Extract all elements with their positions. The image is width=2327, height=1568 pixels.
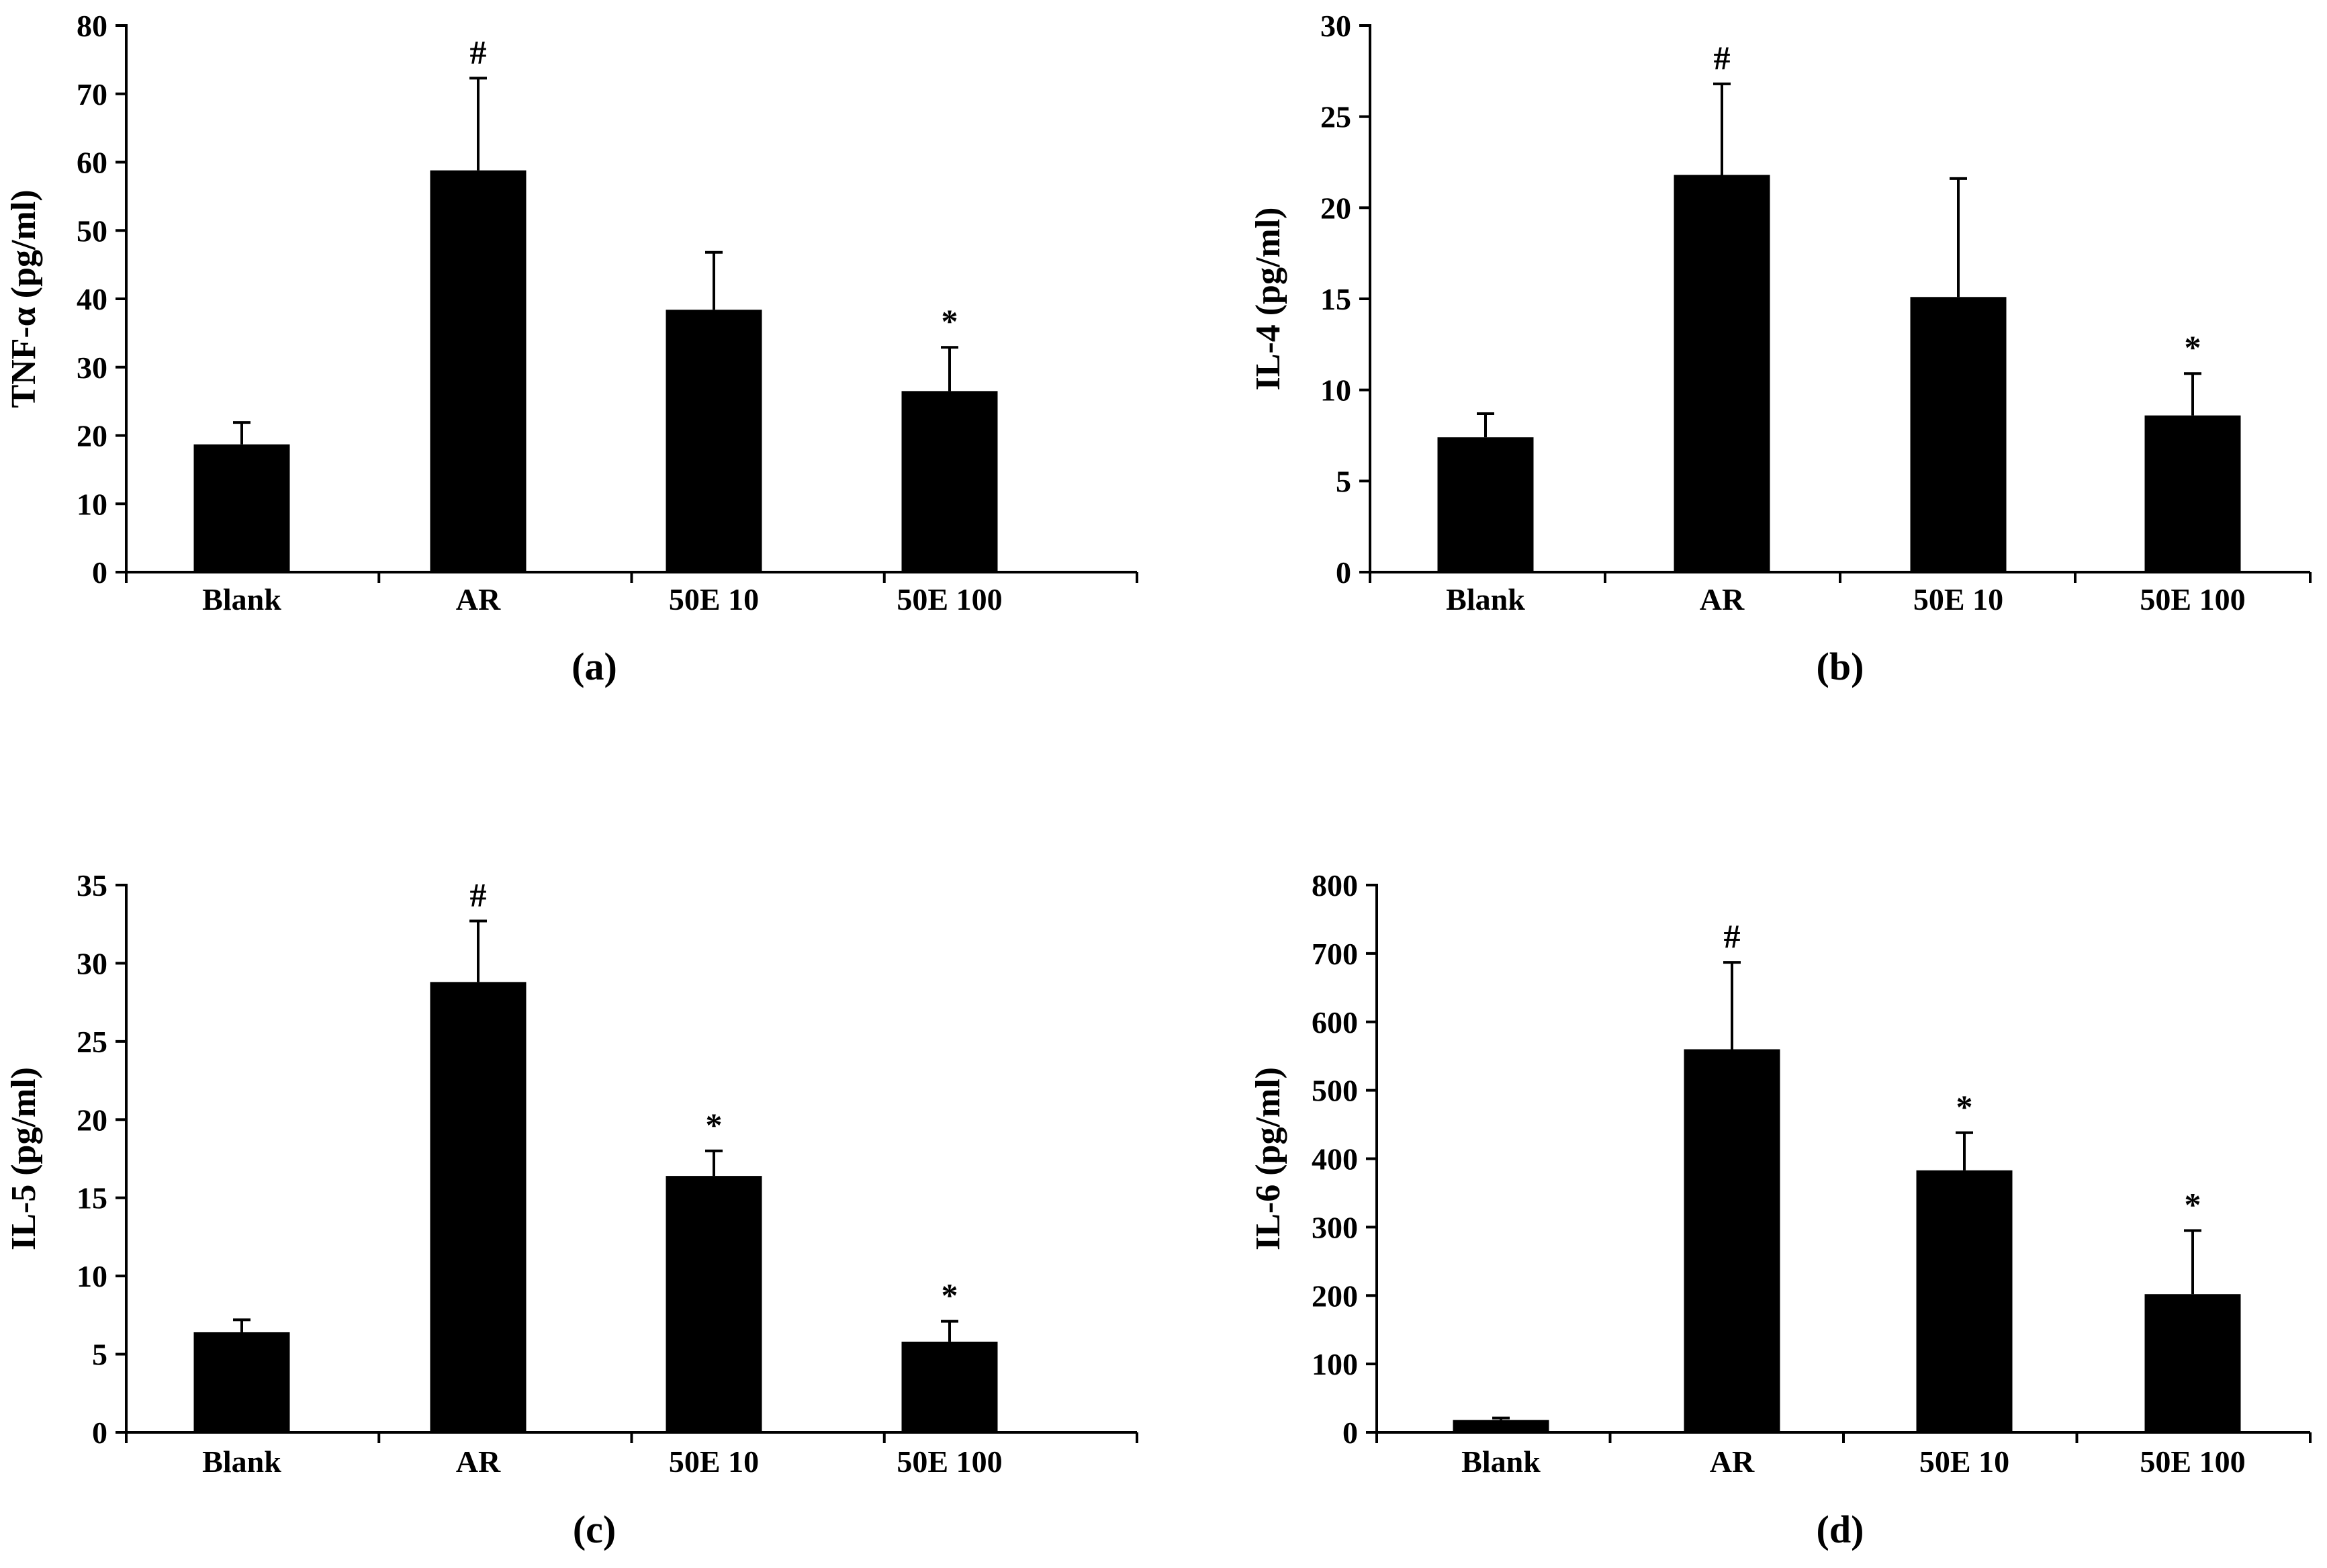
bar — [1916, 1170, 2013, 1432]
y-tick-label: 20 — [1320, 191, 1351, 225]
x-tick-label: Blank — [1461, 1444, 1541, 1479]
y-tick-label: 30 — [1320, 9, 1351, 43]
y-axis-label: IL-4 (pg/ml) — [1249, 207, 1287, 391]
x-tick-label: AR — [456, 582, 501, 616]
y-tick-label: 10 — [77, 487, 107, 521]
bar — [901, 391, 998, 572]
y-tick-label: 0 — [92, 1416, 107, 1450]
x-tick-label: AR — [1700, 582, 1745, 616]
x-tick-label: 50E 100 — [2140, 582, 2245, 616]
chart-panel-3: # * * 0 5 10 15 20 25 30 35 Blank AR 50E 10 50E 100 IL-… — [5, 868, 1138, 1551]
x-tick-label: 50E 100 — [2140, 1444, 2245, 1479]
y-axis-label: IL-6 (pg/ml) — [1249, 1067, 1287, 1250]
bar — [1453, 1420, 1549, 1432]
significance-marker: # — [1724, 917, 1741, 955]
significance-marker: # — [470, 876, 487, 914]
y-tick-label: 700 — [1312, 937, 1358, 971]
x-tick-label: 50E 10 — [669, 582, 759, 616]
y-tick-label: 0 — [1336, 555, 1351, 590]
panel-label: (c) — [573, 1508, 616, 1551]
y-tick-label: 35 — [77, 868, 107, 903]
x-tick-label: 50E 10 — [1919, 1444, 2009, 1479]
chart-panel-1: # * 0 10 20 30 40 50 60 70 80 Blank AR 50E 10 50E 100 T… — [5, 9, 1138, 688]
y-tick-label: 10 — [1320, 373, 1351, 408]
bar — [901, 1341, 998, 1432]
y-tick-label: 300 — [1312, 1210, 1358, 1244]
y-tick-label: 0 — [1342, 1416, 1358, 1450]
bar — [666, 1176, 762, 1432]
y-tick-label: 500 — [1312, 1074, 1358, 1108]
x-tick-label: AR — [1710, 1444, 1755, 1479]
x-tick-label: 50E 10 — [1913, 582, 2003, 616]
panel-label: (a) — [572, 645, 617, 688]
y-tick-label: 800 — [1312, 868, 1358, 903]
significance-marker: * — [942, 302, 958, 340]
y-tick-label: 20 — [77, 419, 107, 453]
bar — [1437, 437, 1534, 572]
chart-panel-2: # * 0 5 10 15 20 25 30 Blank AR 50E 10 50E 100 IL-4 (… — [1249, 9, 2312, 688]
bar — [193, 1332, 290, 1432]
y-tick-label: 600 — [1312, 1005, 1358, 1040]
y-tick-label: 15 — [77, 1181, 107, 1215]
significance-marker: * — [1956, 1088, 1973, 1125]
x-tick-label: 50E 100 — [897, 582, 1002, 616]
bar — [1910, 297, 2007, 572]
y-tick-label: 5 — [92, 1338, 107, 1372]
bar — [2144, 1294, 2241, 1432]
y-tick-label: 70 — [77, 77, 107, 111]
y-axis-label: TNF-α (pg/ml) — [5, 189, 43, 408]
significance-marker: * — [2185, 328, 2201, 366]
y-tick-label: 25 — [77, 1025, 107, 1059]
bar — [1674, 175, 1770, 572]
y-tick-label: 400 — [1312, 1142, 1358, 1177]
y-tick-label: 100 — [1312, 1347, 1358, 1381]
y-tick-label: 80 — [77, 9, 107, 43]
y-axis-label: IL-5 (pg/ml) — [5, 1067, 43, 1250]
x-tick-label: 50E 10 — [669, 1444, 759, 1479]
y-tick-label: 200 — [1312, 1279, 1358, 1313]
bar — [430, 982, 527, 1432]
y-tick-label: 50 — [77, 214, 107, 248]
x-tick-label: 50E 100 — [897, 1444, 1002, 1479]
bar — [430, 170, 527, 572]
panel-label: (b) — [1817, 645, 1864, 688]
x-tick-label: Blank — [202, 1444, 281, 1479]
y-tick-label: 60 — [77, 146, 107, 180]
bar — [2144, 415, 2241, 572]
y-tick-label: 0 — [92, 555, 107, 590]
y-tick-label: 5 — [1336, 464, 1351, 498]
bar — [1684, 1049, 1780, 1432]
y-tick-label: 10 — [77, 1259, 107, 1293]
y-tick-label: 30 — [77, 351, 107, 385]
x-tick-label: AR — [456, 1444, 501, 1479]
bar — [193, 444, 290, 572]
significance-marker: # — [470, 33, 487, 71]
y-tick-label: 20 — [77, 1103, 107, 1137]
y-tick-label: 25 — [1320, 100, 1351, 134]
significance-marker: * — [2185, 1185, 2201, 1223]
y-tick-label: 15 — [1320, 282, 1351, 316]
significance-marker: * — [942, 1277, 958, 1314]
x-tick-label: Blank — [202, 582, 281, 616]
y-tick-label: 30 — [77, 946, 107, 980]
chart-panel-4: # * * 0 100 200 300 400 500 600 700 800 Blank AR 50E 1… — [1249, 868, 2312, 1551]
panel-label: (d) — [1817, 1508, 1864, 1551]
bar — [666, 310, 762, 572]
significance-marker: * — [706, 1106, 723, 1144]
y-tick-label: 40 — [77, 282, 107, 316]
x-tick-label: Blank — [1446, 582, 1525, 616]
significance-marker: # — [1714, 39, 1731, 77]
